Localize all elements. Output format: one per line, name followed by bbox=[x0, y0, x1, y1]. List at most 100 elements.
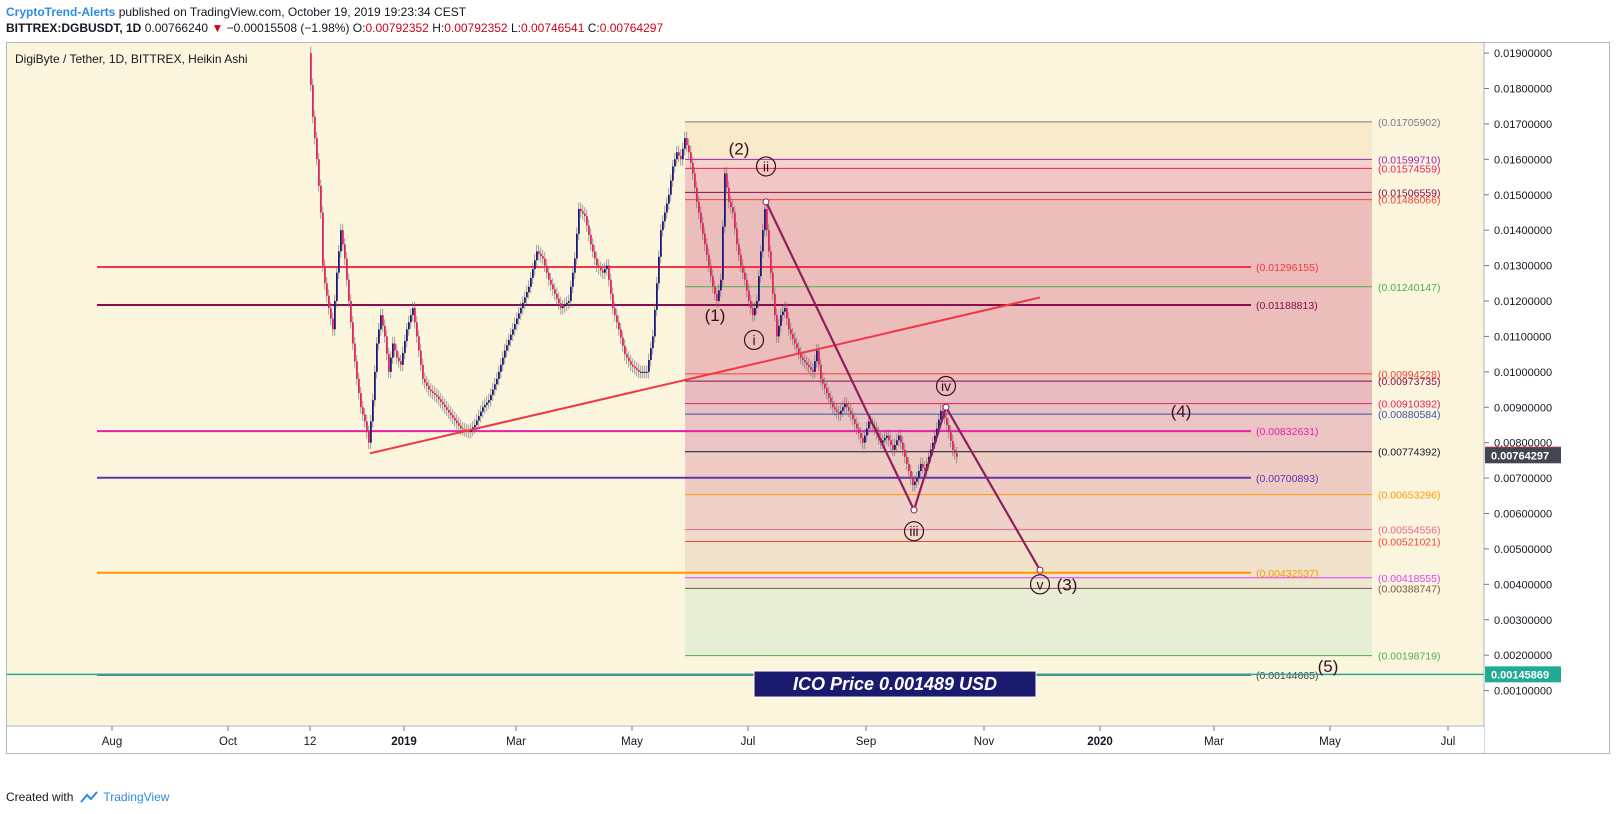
candle-body bbox=[728, 187, 730, 202]
wave-label: (2) bbox=[729, 140, 750, 159]
candle-body bbox=[624, 345, 626, 355]
candle-body bbox=[950, 432, 952, 441]
fibonacci-retracement[interactable]: (0.01705902) (0.01599710)(0.01574559) (0.0… bbox=[685, 117, 1440, 663]
candle-body bbox=[802, 357, 804, 361]
candle-body bbox=[638, 370, 640, 372]
candle-body bbox=[662, 221, 664, 231]
candle-body bbox=[340, 230, 342, 252]
wave-circle-label: iv bbox=[941, 378, 951, 394]
horizontal-levels[interactable]: (0.01296155) (0.01188813) (0.00832631) (0.0… bbox=[6, 262, 1484, 682]
y-tick-label: 0.01700000 bbox=[1494, 119, 1552, 131]
candle-body bbox=[744, 272, 746, 280]
horizontal-level-label: (0.01296155) bbox=[1256, 262, 1318, 274]
candle-body bbox=[910, 471, 912, 479]
y-tick-label: 0.01000000 bbox=[1494, 367, 1552, 379]
candle-body bbox=[522, 302, 524, 309]
footer: Created with TradingView bbox=[6, 790, 169, 804]
candle-body bbox=[882, 440, 884, 443]
candles bbox=[310, 46, 958, 492]
fib-level-label: (0.00653296) bbox=[1378, 490, 1440, 502]
candle-body bbox=[572, 272, 574, 287]
candle-body bbox=[388, 354, 390, 372]
trendline[interactable] bbox=[369, 296, 1041, 455]
fib-level-label: (0.00973735) bbox=[1378, 376, 1440, 388]
candle-body bbox=[344, 244, 346, 259]
wave-circle bbox=[755, 156, 777, 177]
candle-body bbox=[500, 364, 502, 372]
wave-point[interactable] bbox=[762, 198, 770, 206]
candle-body bbox=[754, 308, 756, 316]
horizontal-level-label: (0.00832631) bbox=[1256, 426, 1318, 438]
candle-body bbox=[406, 329, 408, 342]
wave-point[interactable] bbox=[910, 506, 918, 514]
candle-body bbox=[672, 166, 674, 181]
tradingview-logo-text[interactable]: TradingView bbox=[103, 790, 170, 804]
elliott-wave-path[interactable] bbox=[765, 201, 1041, 571]
candle-body bbox=[448, 409, 450, 413]
candle-body bbox=[526, 292, 528, 298]
candle-body bbox=[530, 277, 532, 287]
candle-body bbox=[824, 383, 826, 389]
candle-body bbox=[756, 301, 758, 309]
fib-band bbox=[685, 159, 1372, 169]
y-tick-label: 0.01800000 bbox=[1494, 84, 1552, 96]
price-change: −0.00015508 (−1.98%) bbox=[226, 21, 350, 35]
candle-body bbox=[476, 420, 478, 425]
candle-body bbox=[412, 308, 414, 316]
horizontal-level-label: (0.01188813) bbox=[1256, 300, 1318, 312]
chart-container[interactable]: (0.01705902) (0.01599710) (0.01574559) (0.0… bbox=[6, 42, 1610, 754]
candle-body bbox=[716, 293, 718, 301]
price-axis[interactable] bbox=[1484, 42, 1610, 754]
candle-body bbox=[586, 216, 588, 226]
candle-body bbox=[940, 410, 942, 420]
wave-point[interactable] bbox=[942, 403, 950, 411]
candle-body bbox=[386, 336, 388, 355]
candle-body bbox=[694, 173, 696, 188]
candle-body bbox=[648, 360, 650, 372]
fib-band bbox=[685, 121, 1372, 160]
fib-band bbox=[685, 451, 1372, 495]
candle-body bbox=[348, 279, 350, 301]
candle-body bbox=[726, 173, 728, 188]
candle-body bbox=[366, 421, 368, 433]
candle-body bbox=[606, 265, 608, 270]
y-tick-label: 0.00700000 bbox=[1494, 473, 1552, 485]
candle-body bbox=[490, 394, 492, 401]
candle-body bbox=[492, 389, 494, 395]
candle-body bbox=[350, 301, 352, 323]
candle-body bbox=[678, 152, 680, 156]
candle-body bbox=[356, 361, 358, 379]
candle-body bbox=[732, 207, 734, 213]
y-tick-label: 0.00600000 bbox=[1494, 509, 1552, 521]
y-tick-label: 0.00900000 bbox=[1494, 402, 1552, 414]
candle-body bbox=[642, 371, 644, 373]
candle-body bbox=[462, 428, 464, 430]
x-tick-label: 2020 bbox=[1087, 736, 1113, 748]
candle-body bbox=[444, 404, 446, 408]
candle-body bbox=[944, 414, 946, 418]
author-link[interactable]: CryptoTrend-Alerts bbox=[6, 5, 116, 19]
candle-body bbox=[402, 352, 404, 365]
candle-body bbox=[474, 424, 476, 428]
candle-body bbox=[800, 352, 802, 358]
candle-body bbox=[514, 324, 516, 330]
chart-header: CryptoTrend-Alerts published on TradingV… bbox=[6, 4, 663, 36]
price-chart[interactable]: (0.01705902) (0.01599710)(0.01574559) (0.0… bbox=[6, 42, 1610, 754]
candle-body bbox=[552, 284, 554, 290]
x-tick-label: May bbox=[621, 736, 643, 748]
candle-body bbox=[372, 400, 374, 422]
ohlc-line: BITTREX:DGBUSDT, 1D 0.00766240 ▼ −0.0001… bbox=[6, 20, 663, 36]
y-tick-label: 0.01600000 bbox=[1494, 154, 1552, 166]
candle-body bbox=[956, 453, 958, 457]
candle-body bbox=[746, 279, 748, 291]
candle-body bbox=[758, 276, 760, 301]
candle-body bbox=[632, 364, 634, 367]
candle-body bbox=[618, 322, 620, 330]
time-axis[interactable] bbox=[6, 726, 1484, 754]
candle-body bbox=[768, 230, 770, 252]
candle-body bbox=[826, 388, 828, 394]
candle-body bbox=[760, 251, 762, 277]
wave-point[interactable] bbox=[1036, 566, 1044, 574]
